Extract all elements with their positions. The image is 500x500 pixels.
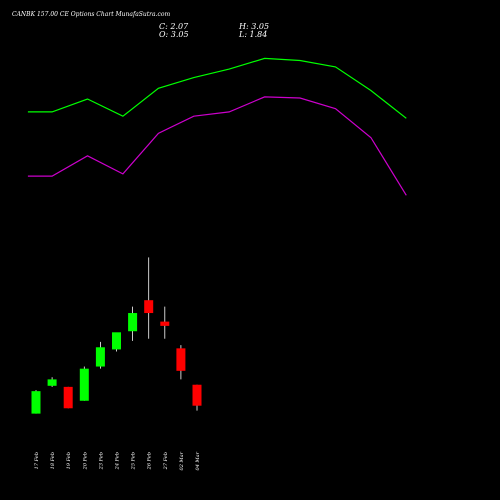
x-tick-label: 19 Feb	[66, 452, 72, 469]
x-tick-label: 26 Feb	[147, 452, 153, 470]
x-tick-label: 23 Feb	[98, 452, 104, 470]
candle-body	[128, 313, 138, 332]
x-tick-label: 17 Feb	[34, 452, 40, 469]
x-tick-label: 25 Feb	[131, 452, 137, 470]
chart-title: CANBK 157.00 CE Options Chart MunafaSutr…	[12, 11, 170, 18]
x-tick-label: 24 Feb	[115, 452, 121, 470]
candle-body	[63, 386, 73, 409]
x-tick-label: 27 Feb	[163, 452, 169, 470]
candle-body	[95, 347, 105, 367]
x-tick-label: 20 Feb	[82, 452, 88, 470]
upper-band-line	[27, 57, 407, 119]
candle-body	[31, 391, 41, 414]
candle-body	[144, 300, 154, 314]
candles-group	[31, 257, 202, 414]
candle-body	[160, 321, 170, 326]
candle-body	[192, 384, 202, 406]
candle-body	[176, 348, 186, 371]
x-tick-label: 18 Feb	[50, 452, 56, 469]
high-value: H: 3.05	[238, 22, 269, 31]
candle-body	[47, 379, 57, 386]
x-tick-label: 02 Mar	[179, 451, 185, 470]
low-value: L: 1.84	[238, 30, 267, 39]
x-tick-label: 04 Mar	[195, 451, 201, 470]
candle-body	[112, 332, 121, 350]
close-value: C: 2.07	[159, 22, 189, 31]
x-axis-ticks: 17 Feb 18 Feb 19 Feb 20 Feb 23 Feb 24 Feb 25 F…	[34, 451, 201, 470]
lower-band-line	[27, 96, 407, 196]
open-value: O: 3.05	[159, 30, 189, 39]
candle-body	[79, 368, 89, 401]
